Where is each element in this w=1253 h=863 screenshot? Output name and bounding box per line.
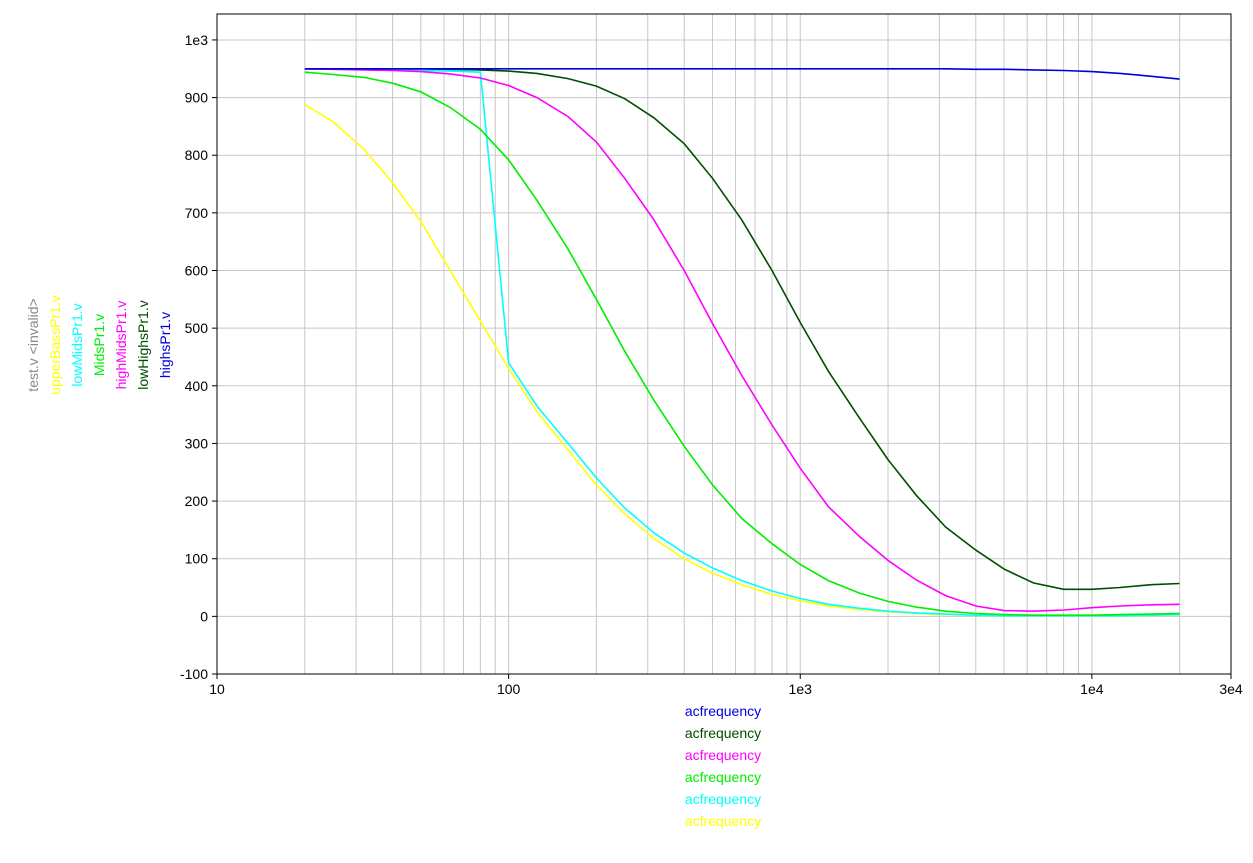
axis-ticks: -100 0 100 200 300 400 500 600 700 800 900 1e3 10 100… (180, 32, 1243, 697)
x-tick-label: 1e4 (1080, 681, 1104, 697)
x-legend-entry: acfrequency (685, 769, 761, 785)
x-legend-entry: acfrequency (685, 813, 761, 829)
x-tick-label: 3e4 (1219, 681, 1243, 697)
series-lines (304, 68, 1180, 617)
y-legend-entry: test.v <invalid> (25, 298, 41, 391)
x-legend-entry: acfrequency (685, 703, 761, 719)
y-tick-label: 300 (185, 435, 209, 451)
y-tick-label: 700 (185, 205, 209, 221)
y-legend-entry: lowHighsPr1.v (135, 300, 151, 389)
y-tick-label: 500 (185, 320, 209, 336)
x-tick-label: 1e3 (789, 681, 813, 697)
plot-frame (216, 13, 1232, 675)
x-tick-label: 100 (497, 681, 521, 697)
y-legend-entry: upperBassPr1.v (47, 295, 63, 395)
y-legend-entry: MidsPr1.v (91, 314, 107, 376)
y-tick-label: 900 (185, 90, 209, 106)
y-tick-label: 800 (185, 147, 209, 163)
y-tick-label: 1e3 (185, 32, 209, 48)
y-tick-label: 600 (185, 263, 209, 279)
y-legend-entry: highMidsPr1.v (113, 301, 129, 390)
y-tick-label: -100 (180, 666, 208, 682)
y-axis-legend: test.v <invalid> upperBassPr1.v lowMidsPr1… (25, 295, 173, 395)
x-axis-legend: acfrequency acfrequency acfrequency acfrequ… (685, 703, 761, 829)
x-legend-entry: acfrequency (685, 747, 761, 763)
y-tick-label: 200 (185, 493, 209, 509)
x-legend-entry: acfrequency (685, 725, 761, 741)
y-tick-label: 400 (185, 378, 209, 394)
y-tick-label: 0 (200, 608, 208, 624)
y-legend-entry: lowMidsPr1.v (69, 303, 85, 386)
series-line-highmidspr1-v (304, 68, 1180, 613)
y-legend-entry: highsPr1.v (157, 312, 173, 378)
x-legend-entry: acfrequency (685, 791, 761, 807)
series-line-highspr1-v (304, 68, 1180, 80)
y-tick-label: 100 (185, 551, 209, 567)
x-tick-label: 10 (209, 681, 225, 697)
series-line-midspr1-v (304, 71, 1180, 617)
